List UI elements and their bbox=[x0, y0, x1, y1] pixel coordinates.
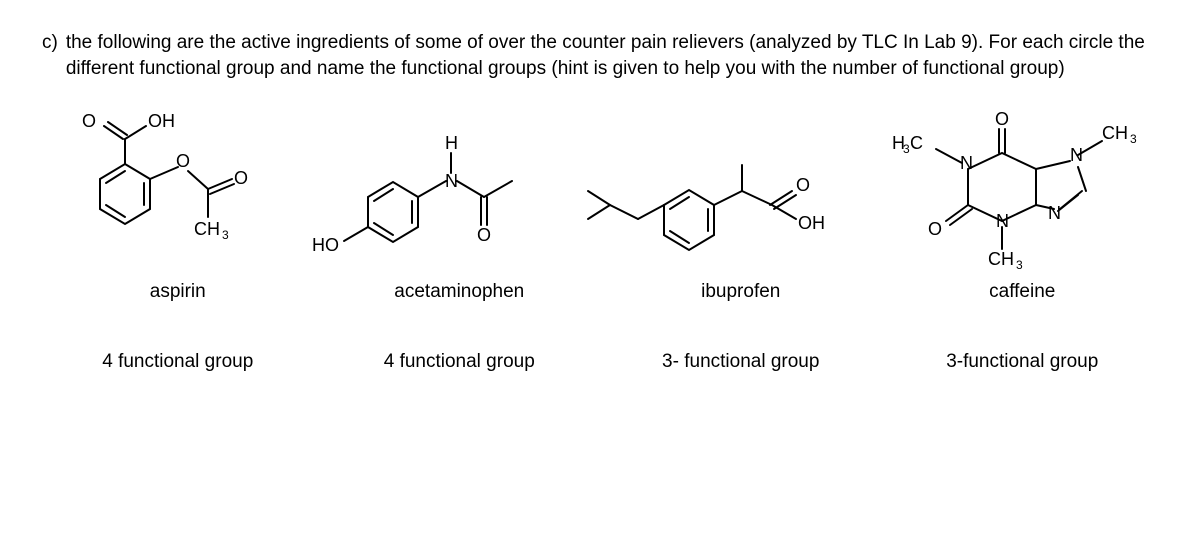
name-caffeine: caffeine bbox=[887, 275, 1159, 309]
name-acetaminophen: acetaminophen bbox=[324, 275, 596, 309]
lbl-H3C-C: C bbox=[910, 133, 923, 153]
lbl-HO: HO bbox=[312, 235, 339, 255]
lbl-O7: O bbox=[928, 219, 942, 239]
lbl-N5: N bbox=[1048, 203, 1061, 223]
lbl-H: H bbox=[445, 133, 458, 153]
fg-ibuprofen: 3- functional group bbox=[605, 351, 877, 373]
aspirin-svg: O OH O O CH 3 bbox=[50, 109, 280, 269]
lbl-OH2: OH bbox=[798, 213, 825, 233]
lbl-3: 3 bbox=[222, 228, 229, 242]
functional-group-row: 4 functional group 4 functional group 3-… bbox=[42, 351, 1158, 373]
name-ibuprofen: ibuprofen bbox=[605, 275, 877, 309]
lbl-O4: O bbox=[477, 225, 491, 245]
fg-aspirin: 4 functional group bbox=[42, 351, 314, 373]
structure-ibuprofen: O OH bbox=[568, 109, 868, 275]
acetaminophen-svg: HO H N O bbox=[298, 109, 558, 269]
question-text: the following are the active ingredients… bbox=[66, 30, 1158, 81]
lbl-N4: N bbox=[1070, 145, 1083, 165]
ibuprofen-svg: O OH bbox=[568, 109, 868, 269]
lbl-O6: O bbox=[995, 109, 1009, 129]
lbl-O3: O bbox=[234, 168, 248, 188]
question-marker: c) bbox=[42, 30, 58, 81]
lbl-O: O bbox=[82, 111, 96, 131]
lbl-CH3: CH bbox=[1102, 123, 1128, 143]
lbl-CH: CH bbox=[194, 219, 220, 239]
lbl-O2: O bbox=[176, 151, 190, 171]
structure-acetaminophen: HO H N O bbox=[298, 109, 558, 275]
lbl-CH2: CH bbox=[988, 249, 1014, 269]
structure-caffeine: O O N N H 3 C CH 3 bbox=[878, 109, 1158, 275]
name-aspirin: aspirin bbox=[42, 275, 314, 309]
fg-caffeine: 3-functional group bbox=[887, 351, 1159, 373]
lbl-N: N bbox=[445, 171, 458, 191]
lbl-3b: 3 bbox=[1016, 258, 1023, 269]
lbl-3c: 3 bbox=[1130, 132, 1137, 146]
structure-row: O OH O O CH 3 bbox=[42, 109, 1158, 275]
fg-acetaminophen: 4 functional group bbox=[324, 351, 596, 373]
structure-aspirin: O OH O O CH 3 bbox=[42, 109, 288, 275]
lbl-H3C-3: 3 bbox=[903, 142, 910, 156]
lbl-O5: O bbox=[796, 175, 810, 195]
lbl-OH: OH bbox=[148, 111, 175, 131]
name-row: aspirin acetaminophen ibuprofen caffeine bbox=[42, 275, 1158, 309]
question-block: c) the following are the active ingredie… bbox=[42, 30, 1158, 81]
caffeine-svg: O O N N H 3 C CH 3 bbox=[878, 109, 1158, 269]
